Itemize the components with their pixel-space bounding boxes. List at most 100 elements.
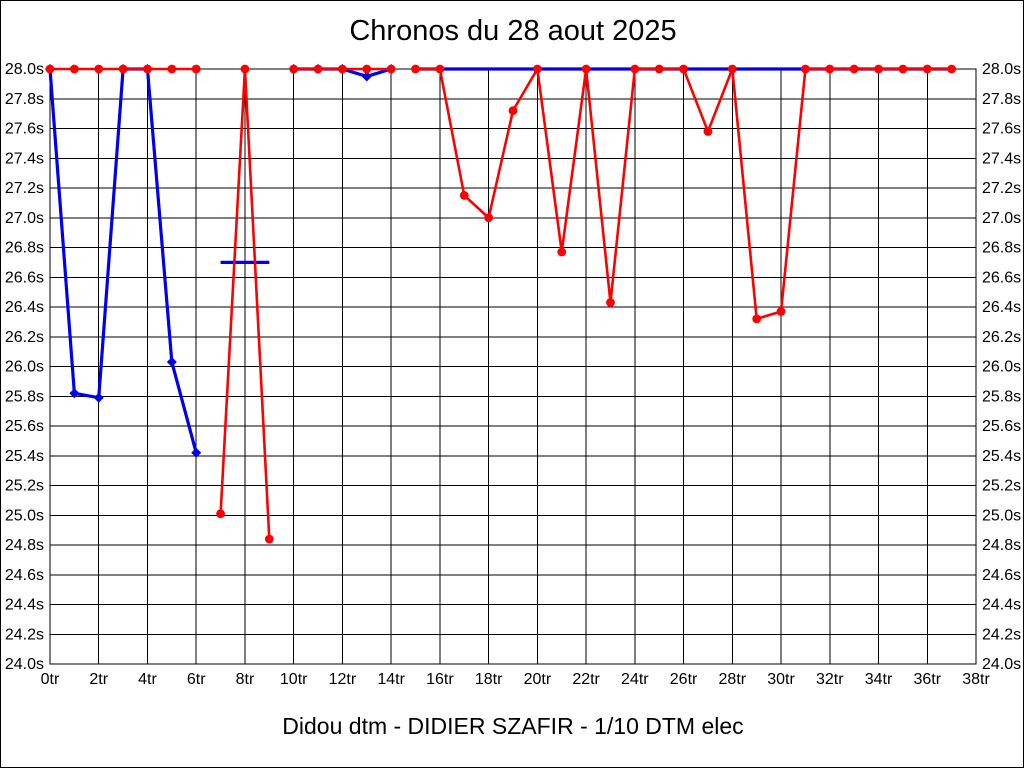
data-point-blue-driver [166,357,177,368]
data-point-red-driver [216,509,225,519]
y-tick-label-right: 27.0s [982,210,1021,227]
y-tick-label-left: 24.6s [5,567,44,584]
y-tick-label-right: 26.8s [982,240,1021,257]
y-tick-label-left: 28.0s [5,61,44,78]
data-point-red-driver [167,64,177,74]
y-tick-label-right: 24.8s [982,537,1021,554]
data-point-red-driver [508,106,518,116]
data-point-red-driver [435,64,445,74]
x-tick-label: 16tr [426,671,454,688]
y-tick-label-left: 25.6s [5,418,44,435]
data-point-red-driver [459,191,469,200]
data-point-red-driver [630,64,640,74]
data-point-red-driver [118,64,128,74]
y-tick-label-left: 27.6s [5,121,44,138]
data-point-red-driver [94,64,104,74]
data-point-red-driver [264,534,274,544]
x-tick-label: 18tr [475,671,503,688]
x-tick-label: 20tr [524,671,552,688]
y-tick-label-right: 24.6s [982,567,1021,584]
data-point-red-driver [874,64,883,74]
y-tick-label-left: 25.2s [5,478,44,495]
y-tick-label-right: 26.4s [982,299,1021,316]
data-point-red-driver [922,64,932,74]
x-tick-label: 12tr [329,671,357,688]
y-tick-label-right: 26.6s [982,269,1021,286]
y-tick-label-right: 24.0s [982,656,1021,673]
y-tick-label-right: 27.8s [982,91,1021,108]
data-point-red-driver [679,64,688,74]
x-tick-label: 28tr [719,671,747,688]
x-tick-label: 22tr [572,671,600,688]
x-tick-label: 8tr [236,671,255,688]
y-tick-label-left: 24.4s [5,597,44,614]
data-point-red-driver [411,64,420,74]
data-point-blue-driver [93,392,104,403]
y-tick-label-right: 24.4s [982,597,1021,614]
data-point-red-driver [289,64,299,74]
data-point-blue-driver [69,388,80,399]
data-point-red-driver [338,64,347,74]
y-tick-label-right: 25.4s [982,448,1021,465]
y-tick-label-left: 26.8s [5,240,44,257]
y-tick-label-left: 25.4s [5,448,44,465]
data-point-red-driver [191,64,201,74]
x-tick-label: 2tr [89,671,108,688]
data-point-red-driver [654,64,664,74]
x-tick-label: 10tr [280,671,308,688]
data-point-red-driver [581,64,591,74]
y-tick-label-right: 25.0s [982,507,1021,524]
data-point-red-driver [752,314,762,324]
y-tick-label-left: 24.8s [5,537,44,554]
y-tick-label-left: 26.0s [5,359,44,376]
x-tick-label: 24tr [621,671,649,688]
y-tick-label-right: 26.0s [982,359,1021,376]
y-tick-label-right: 26.2s [982,329,1021,346]
y-tick-label-left: 25.0s [5,507,44,524]
y-tick-label-left: 27.4s [5,150,44,167]
data-point-red-driver [825,64,835,74]
y-tick-label-right: 27.6s [982,121,1021,138]
y-tick-label-left: 24.2s [5,626,44,643]
x-tick-label: 36tr [913,671,941,688]
data-point-red-driver [849,64,859,74]
x-tick-label: 30tr [767,671,795,688]
data-point-red-driver [532,64,542,74]
x-tick-label: 38tr [962,671,990,688]
y-tick-label-right: 27.4s [982,150,1021,167]
data-point-red-driver [947,64,957,74]
x-tick-label: 26tr [670,671,698,688]
y-tick-label-left: 27.2s [5,180,44,197]
data-point-red-driver [484,213,494,223]
y-tick-label-right: 24.2s [982,626,1021,643]
x-tick-label: 14tr [377,671,405,688]
data-point-red-driver [386,64,396,74]
data-point-red-driver [45,64,55,74]
data-point-red-driver [776,307,786,316]
data-point-blue-driver [191,447,202,458]
y-tick-label-left: 26.6s [5,269,44,286]
y-tick-label-right: 25.6s [982,418,1021,435]
y-tick-label-right: 27.2s [982,180,1021,197]
x-tick-label: 6tr [187,671,206,688]
x-tick-label: 34tr [865,671,893,688]
data-point-red-driver [606,298,615,307]
data-point-red-driver [801,64,810,74]
x-tick-label: 0tr [41,671,60,688]
data-point-red-driver [362,64,372,74]
y-tick-label-left: 25.8s [5,388,44,405]
data-point-red-driver [898,64,908,74]
y-tick-label-left: 24.0s [5,656,44,673]
data-point-blue-driver [361,71,372,82]
y-tick-label-left: 27.8s [5,91,44,108]
data-point-red-driver [557,247,567,257]
data-point-red-driver [703,127,713,136]
data-point-red-driver [69,64,79,74]
data-point-red-driver [727,64,737,74]
data-point-red-driver [143,64,152,74]
x-tick-label: 32tr [816,671,844,688]
chart-title: Chronos du 28 aout 2025 [349,15,677,47]
chart-subtitle: Didou dtm - DIDIER SZAFIR - 1/10 DTM ele… [282,713,744,739]
